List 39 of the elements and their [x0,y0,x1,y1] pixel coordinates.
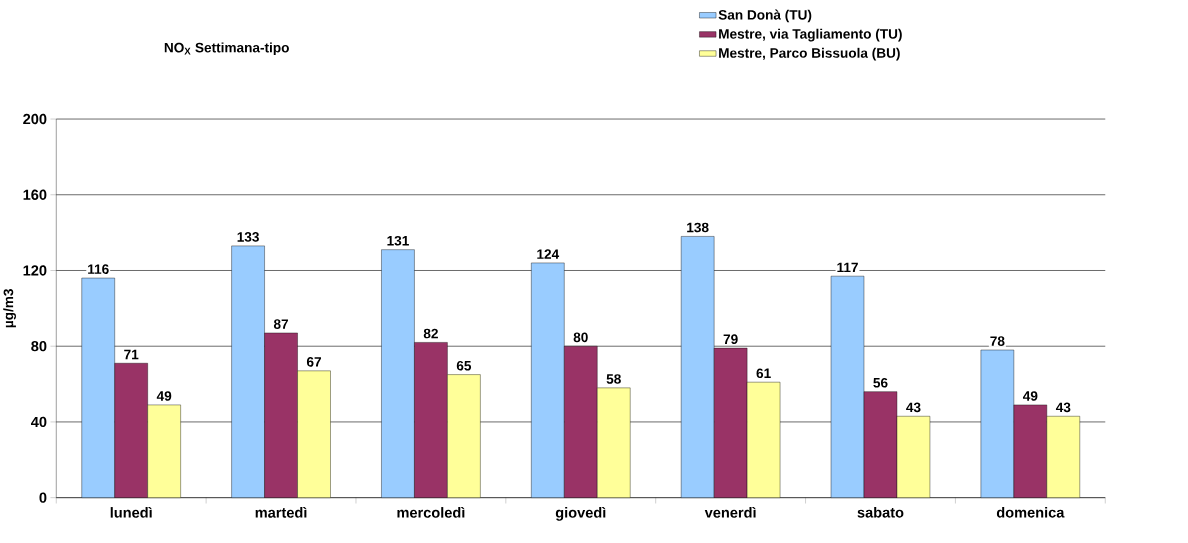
y-tick-label: 40 [30,416,47,428]
x-tick-label: domenica [996,507,1065,518]
data-label: 56 [873,378,888,388]
y-axis-title: µg/m3 [3,289,16,328]
y-tick-label: 0 [39,492,47,504]
data-label: 49 [1022,391,1038,402]
chart-title: NO$_{X}$ Settimana-tipo [164,42,289,56]
data-label: 61 [756,368,771,379]
data-label: 82 [423,328,438,339]
data-label: 65 [456,361,472,371]
data-label: 79 [723,334,738,345]
data-label: 67 [306,357,321,367]
data-label: 49 [156,391,172,402]
x-tick-label: lunedì [110,507,152,518]
y-tick-label: 160 [23,189,47,201]
x-tick-label: venerdì [704,507,756,518]
legend-label: Mestre, Parco Bissuola (BU) [719,48,900,61]
data-label: 87 [273,319,289,330]
data-label: 124 [537,249,560,260]
data-label: 116 [88,264,109,275]
data-label: 78 [990,336,1005,347]
data-label: 71 [124,350,139,360]
legend-label: San Donà (TU) [718,9,812,23]
data-label: 43 [1055,402,1071,413]
data-label: 80 [573,332,588,343]
x-tick-label: giovedì [555,507,606,521]
data-label: 58 [606,374,621,384]
data-label: 133 [237,232,259,243]
legend-label: Mestre, via Tagliamento (TU) [719,28,902,42]
data-label: 131 [387,236,409,246]
x-tick-label: martedì [255,507,307,518]
y-tick-label: 120 [23,265,47,276]
data-label: 43 [906,402,921,413]
y-tick-label: 200 [23,114,47,125]
x-tick-label: sabato [857,507,904,518]
y-tick-label: 80 [31,341,47,352]
x-tick-label: mercoledì [397,507,465,518]
data-label: 138 [687,222,709,233]
data-label: 117 [837,262,858,273]
